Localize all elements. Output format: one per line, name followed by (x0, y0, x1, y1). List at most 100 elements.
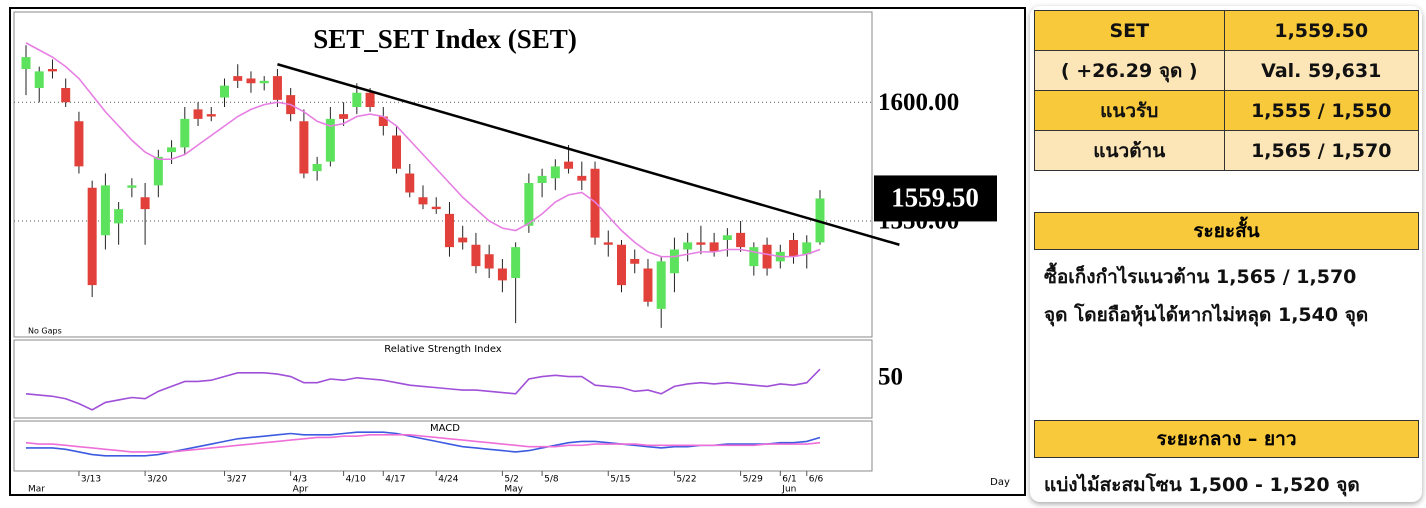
candle-body (325, 118, 335, 162)
candle-body (590, 168, 600, 238)
month-label: Apr (293, 485, 309, 495)
candle-body (444, 213, 454, 248)
candle-body (458, 237, 468, 243)
candle-body (206, 114, 216, 117)
candle-body (656, 261, 666, 309)
x-tick-label: 3/13 (81, 475, 101, 485)
candle-body (577, 175, 587, 181)
table-cell: 1,559.50 (1223, 10, 1419, 51)
last-value-label: 1559.50 (891, 183, 979, 213)
candle-body (193, 109, 203, 119)
table-cell: แนวรับ (1034, 90, 1225, 131)
candle-body (272, 76, 282, 100)
x-tick-label: 4/17 (385, 475, 405, 485)
rsi-title: Relative Strength Index (384, 344, 502, 355)
price-table: SET 1,559.50( +26.29 จุด ) Val. 59,631 แนวร… (1034, 10, 1419, 171)
candle-body (392, 135, 402, 169)
macd-line (25, 434, 821, 453)
x-tick-label: 4/24 (438, 475, 458, 485)
month-label: Jun (781, 485, 796, 495)
candle-body (749, 247, 759, 267)
x-tick-label: 6/1 (782, 475, 796, 485)
candle-body (484, 254, 494, 269)
candle-body (114, 209, 124, 224)
candle-body (140, 197, 150, 210)
candle-body (312, 164, 322, 172)
x-tick-label: 5/15 (610, 475, 630, 485)
table-row: SET 1,559.50 (1034, 10, 1419, 51)
section-header: ระยะกลาง – ยาว (1034, 420, 1419, 458)
x-tick-label: 6/6 (809, 475, 824, 485)
candle-body (789, 240, 799, 257)
candle-body (669, 249, 679, 274)
section-text: จุด โดยถือหุ้นได้หากไม่หลุด 1,540 จุด (1044, 304, 1369, 326)
candle-body (603, 242, 613, 245)
candle-body (524, 183, 534, 226)
x-tick-label: 5/8 (544, 475, 559, 485)
moving-average (25, 42, 821, 258)
candle-body (220, 85, 229, 98)
month-label: May (504, 485, 523, 495)
candle-body (497, 268, 507, 281)
candle-body (431, 206, 441, 210)
candle-body (550, 166, 560, 179)
note: No Gaps (28, 327, 62, 336)
trend-line (277, 63, 900, 246)
candle-body (87, 187, 97, 286)
table-cell: SET (1034, 10, 1225, 51)
last-value-box (874, 175, 997, 222)
x-tick-label: 4/3 (293, 475, 307, 485)
table-row: ( +26.29 จุด ) Val. 59,631 (1034, 50, 1419, 91)
candle-body (259, 80, 269, 84)
rsi-tick-label: 50 (878, 364, 903, 391)
y-tick-label: 1600.00 (878, 89, 959, 116)
candle-body (378, 116, 388, 126)
macd-title: MACD (430, 423, 460, 434)
candle-body (802, 242, 812, 255)
candle-body (74, 121, 84, 167)
summary-card: SET 1,559.50( +26.29 จุด ) Val. 59,631 แนวร… (1030, 6, 1422, 502)
candle-body (405, 173, 415, 193)
chart-title: SET_SET Index (SET) (313, 24, 577, 54)
candle-body (21, 57, 31, 69)
candle-body (722, 235, 732, 240)
candle-body (736, 232, 746, 248)
candle-body (61, 88, 71, 103)
x-unit: Day (990, 477, 1010, 488)
candle-body (352, 92, 362, 107)
table-cell: ( +26.29 จุด ) (1034, 50, 1225, 91)
section-text: แบ่งไม้สะสมโซน 1,500 - 1,520 จุด (1044, 474, 1360, 496)
price-panel (13, 11, 873, 338)
candle-body (696, 242, 706, 245)
candle-body (418, 197, 428, 205)
section-text: ซื้อเก็งกำไรแนวต้าน 1,565 / 1,570 (1044, 266, 1357, 288)
rsi-line (25, 368, 821, 411)
x-tick-label: 3/27 (227, 475, 247, 485)
candle-body (762, 244, 772, 269)
table-row: แนวรับ 1,555 / 1,550 (1034, 90, 1419, 131)
x-tick-label: 4/10 (346, 475, 366, 485)
x-tick-label: 5/29 (743, 475, 763, 485)
candle-body (630, 259, 640, 264)
section-header: ระยะสั้น (1034, 212, 1419, 250)
candle-body (246, 78, 256, 84)
x-tick-label: 5/22 (676, 475, 696, 485)
candle-body (34, 71, 44, 88)
candle-body (233, 76, 243, 81)
candle-body (127, 185, 137, 188)
candle-body (365, 92, 375, 107)
candle-body (683, 242, 693, 250)
table-cell: 1,555 / 1,550 (1223, 90, 1419, 131)
candle-body (339, 114, 349, 119)
table-cell: แนวต้าน (1034, 130, 1225, 171)
candle-body (564, 161, 574, 169)
table-cell: 1,565 / 1,570 (1223, 130, 1419, 171)
candle-body (643, 268, 653, 302)
candle-body (153, 156, 163, 186)
chart: SET_SET Index (SET) No Gaps Relative Str… (9, 7, 1026, 496)
candle-body (511, 247, 521, 278)
candle-body (180, 118, 190, 148)
table-row: แนวต้าน 1,565 / 1,570 (1034, 130, 1419, 171)
